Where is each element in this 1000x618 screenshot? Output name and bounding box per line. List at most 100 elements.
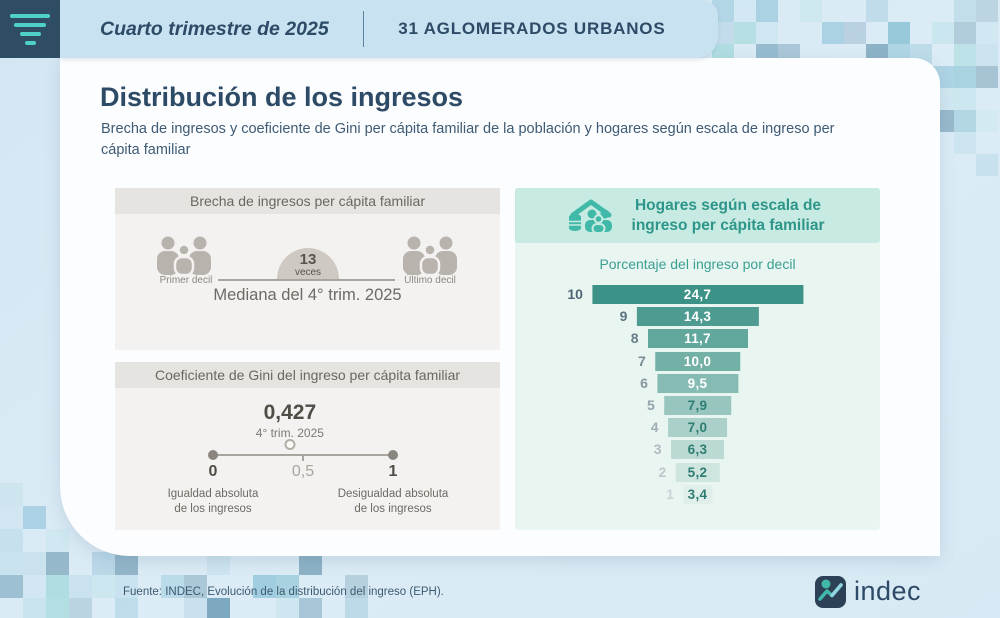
gini-value: 0,427 <box>263 401 317 424</box>
mosaic-square <box>46 552 69 575</box>
gini-scale-max-label: 1 <box>388 463 398 480</box>
decile-bar: 7,0 <box>667 418 728 438</box>
mosaic-square <box>345 598 368 618</box>
decile-bar-row: 8 11,7 <box>515 329 880 349</box>
mosaic-square <box>69 575 92 598</box>
decile-bar-chart: 10 24,7 9 14,3 8 11,7 7 10,0 6 9,5 5 7,9 4 7,0 3 6,3 2 5,… <box>515 285 880 507</box>
decile-bar-row: 2 5,2 <box>515 462 880 482</box>
mosaic-square <box>976 66 998 88</box>
gini-panel-body: 0,427 4° trim. 2025 0 0,5 1 Igualdad abs… <box>115 388 500 530</box>
decile-number-label: 2 <box>658 463 667 480</box>
income-gap-panel-title: Brecha de ingresos per cápita familiar <box>115 188 500 214</box>
mosaic-square <box>46 529 69 552</box>
decile-bar: 5,2 <box>675 462 720 482</box>
mosaic-square <box>954 110 976 132</box>
decile-number-label: 3 <box>653 441 662 458</box>
decile-bar-value: 9,5 <box>687 375 708 391</box>
mosaic-square <box>976 44 998 66</box>
divider <box>362 11 365 47</box>
mosaic-square <box>734 0 756 22</box>
mosaic-square <box>756 22 778 44</box>
gini-scale-min-dot <box>208 450 218 460</box>
mosaic-square <box>866 0 888 22</box>
mosaic-square <box>888 22 910 44</box>
main-card: Distribución de los ingresos Brecha de i… <box>60 58 940 556</box>
mosaic-square <box>0 552 23 575</box>
households-panel-header: Hogares según escala de ingreso per cápi… <box>515 188 880 243</box>
mosaic-square <box>0 483 23 506</box>
decile-bar-row: 3 6,3 <box>515 440 880 460</box>
mosaic-square <box>92 575 115 598</box>
gap-value-dome: 13 veces <box>277 248 339 279</box>
decile-number-label: 9 <box>619 308 628 325</box>
mosaic-square <box>23 552 46 575</box>
decile-bar-row: 6 9,5 <box>515 373 880 393</box>
households-panel: Hogares según escala de ingreso per cápi… <box>515 188 880 530</box>
page-subtitle: Brecha de ingresos y coeficiente de Gini… <box>101 121 835 159</box>
decile-bar: 7,9 <box>663 395 732 415</box>
gini-scale-mid-label: 0,5 <box>291 463 315 480</box>
indec-funnel-logo-icon <box>0 0 60 58</box>
left-column: Brecha de ingresos per cápita familiar <box>115 188 500 542</box>
mosaic-square <box>115 598 138 618</box>
decile-bar-row: 1 3,4 <box>515 484 880 504</box>
mosaic-square <box>954 22 976 44</box>
gini-scale-max-dot <box>388 450 398 460</box>
gini-period: 4° trim. 2025 <box>255 426 324 440</box>
mosaic-square <box>46 598 69 618</box>
decile-bar-row: 9 14,3 <box>515 307 880 327</box>
people-group-icon <box>157 236 211 275</box>
decile-bar-row: 10 24,7 <box>515 285 880 304</box>
household-income-icon <box>568 199 612 234</box>
decile-bar-value: 3,4 <box>687 486 708 502</box>
gini-scale-line <box>213 454 393 456</box>
households-panel-title: Hogares según escala de ingreso per cápi… <box>631 197 825 234</box>
coverage-label: 31 AGLOMERADOS URBANOS <box>398 19 666 38</box>
decile-number-label: 4 <box>650 419 659 436</box>
inequality-caption: Desigualdad absoluta de los ingresos <box>337 488 449 515</box>
decile-number-label: 5 <box>646 396 655 413</box>
chart-title: Porcentaje del ingreso por decil <box>599 256 796 272</box>
first-decile-label: Primer decil <box>159 275 213 286</box>
gap-baseline <box>218 279 395 281</box>
mosaic-square <box>822 22 844 44</box>
mosaic-square <box>92 552 115 575</box>
decile-bar-row: 4 7,0 <box>515 418 880 438</box>
gap-value: 13 <box>299 251 317 268</box>
mosaic-square <box>184 598 207 618</box>
decile-bar: 14,3 <box>636 307 759 327</box>
gini-panel-title: Coeficiente de Gini del ingreso per cápi… <box>115 362 500 388</box>
decile-bar-value: 11,7 <box>684 331 711 347</box>
last-decile-label: Último decil <box>404 275 456 286</box>
top-bar: Cuarto trimestre de 2025 31 AGLOMERADOS … <box>60 0 718 58</box>
decile-bar-value: 7,9 <box>687 397 708 413</box>
mosaic-square <box>23 575 46 598</box>
indec-logo-icon <box>815 576 846 608</box>
mosaic-square <box>276 598 299 618</box>
decile-bar-value: 5,2 <box>687 464 708 480</box>
mosaic-square <box>976 0 998 22</box>
income-gap-panel-body: Primer decil Último decil 13 veces Media… <box>115 214 500 350</box>
mosaic-square <box>800 0 822 22</box>
gap-unit: veces <box>294 267 322 278</box>
decile-number-label: 1 <box>666 485 674 502</box>
indec-brand-text: indec <box>854 576 922 606</box>
decile-bar: 3,4 <box>682 484 713 504</box>
people-group-icon <box>403 236 457 275</box>
decile-bar-value: 24,7 <box>683 287 712 302</box>
gini-scale-min-label: 0 <box>208 463 218 480</box>
mosaic-square <box>46 575 69 598</box>
mosaic-square <box>976 154 998 176</box>
income-gap-panel: Brecha de ingresos per cápita familiar <box>115 188 500 350</box>
mosaic-square <box>954 0 976 22</box>
mosaic-square <box>0 506 23 529</box>
mosaic-square <box>207 598 230 618</box>
decile-bar: 24,7 <box>591 285 804 304</box>
indec-brand: indec <box>814 574 921 609</box>
decile-number-label: 8 <box>630 330 639 347</box>
mosaic-square <box>954 44 976 66</box>
decile-bar-row: 7 10,0 <box>515 351 880 371</box>
mosaic-square <box>0 529 23 552</box>
page-title: Distribución de los ingresos <box>100 82 464 112</box>
gini-mid-tick <box>302 456 304 461</box>
